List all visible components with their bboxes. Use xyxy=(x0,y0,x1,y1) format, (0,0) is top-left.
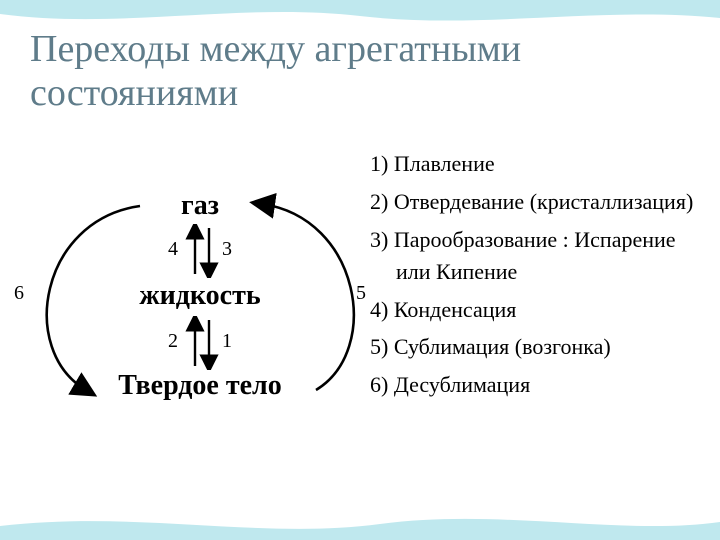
wave-bottom xyxy=(0,519,720,540)
list-item: 6) Десублимация xyxy=(370,369,702,401)
list-item: 5) Сублимация (возгонка) xyxy=(370,331,702,363)
arc-right xyxy=(262,204,354,390)
list-item: 2) Отвердевание (кристаллизация) xyxy=(370,186,702,218)
transitions-list: 1) Плавление 2) Отвердевание (кристаллиз… xyxy=(370,148,702,407)
slide: { "background": { "wave_top_color": "#bf… xyxy=(0,0,720,540)
state-diagram: газ жидкость Твердое тело 4 3 2 1 xyxy=(0,160,380,460)
list-item: 1) Плавление xyxy=(370,148,702,180)
arc-label-6: 6 xyxy=(14,282,24,305)
slide-title: Переходы между агрегатными состояниями xyxy=(30,28,690,115)
list-item: 4) Конденсация xyxy=(370,294,702,326)
outer-arcs xyxy=(0,160,380,430)
list-item: 3) Парообразование : Испарение или Кипен… xyxy=(370,224,702,288)
arc-label-5: 5 xyxy=(356,282,366,305)
arc-left xyxy=(47,206,140,390)
wave-top xyxy=(0,0,720,21)
